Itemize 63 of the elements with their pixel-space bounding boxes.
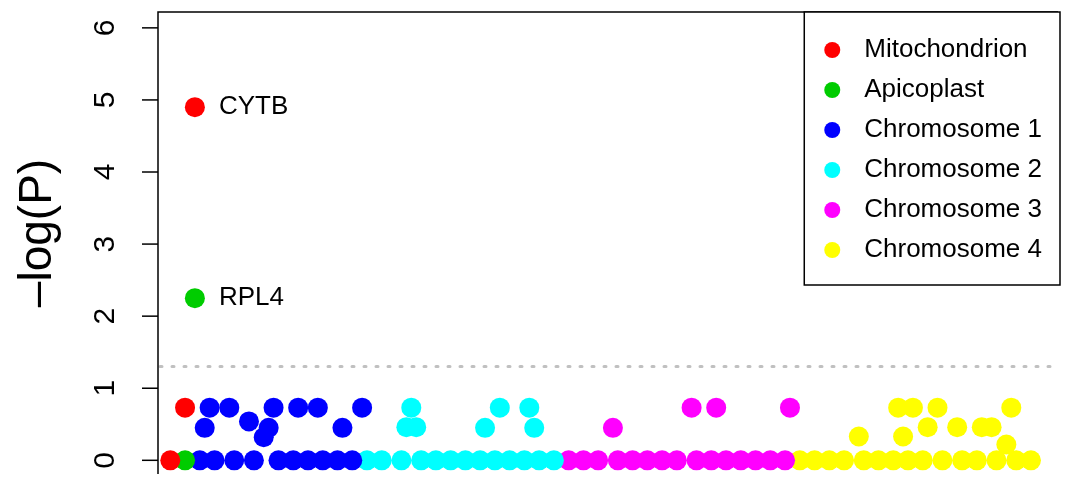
annotation: CYTB xyxy=(218,90,289,121)
point xyxy=(401,397,422,418)
legend-label: Apicoplast xyxy=(864,73,985,104)
point xyxy=(996,434,1017,455)
point xyxy=(912,450,933,471)
point xyxy=(1001,397,1022,418)
y-tick-label: 1 xyxy=(87,379,121,397)
point xyxy=(519,397,540,418)
point xyxy=(184,97,205,118)
legend-label: Chromosome 3 xyxy=(864,193,1042,224)
point xyxy=(160,450,181,471)
point xyxy=(204,450,225,471)
point xyxy=(352,397,373,418)
legend-label: Mitochondrion xyxy=(864,33,1028,64)
point xyxy=(681,397,702,418)
annotation: RPL4 xyxy=(218,281,284,312)
point xyxy=(893,426,914,447)
point xyxy=(243,450,264,471)
point xyxy=(391,450,412,471)
point xyxy=(238,411,259,432)
point xyxy=(779,397,800,418)
y-axis-title: –log(P) xyxy=(8,158,61,308)
point xyxy=(342,450,363,471)
y-tick-label: 6 xyxy=(87,19,121,37)
point xyxy=(902,397,923,418)
point xyxy=(966,450,987,471)
point xyxy=(947,417,968,438)
point xyxy=(932,450,953,471)
point xyxy=(288,397,309,418)
y-tick-label: 2 xyxy=(87,307,121,325)
point xyxy=(475,417,496,438)
point xyxy=(927,397,948,418)
point xyxy=(775,450,796,471)
point xyxy=(332,417,353,438)
point xyxy=(194,417,215,438)
point xyxy=(307,397,328,418)
point xyxy=(1020,450,1041,471)
point xyxy=(666,450,687,471)
point xyxy=(524,417,545,438)
legend-label: Chromosome 4 xyxy=(864,233,1042,264)
y-tick-label: 4 xyxy=(87,163,121,181)
y-tick-label: 3 xyxy=(87,235,121,253)
point xyxy=(371,450,392,471)
y-tick-label: 0 xyxy=(87,451,121,469)
point xyxy=(848,426,869,447)
point xyxy=(258,417,279,438)
point xyxy=(199,397,220,418)
point xyxy=(588,450,609,471)
legend-label: Chromosome 1 xyxy=(864,113,1042,144)
y-tick-label: 5 xyxy=(87,91,121,109)
point xyxy=(543,450,564,471)
point xyxy=(602,417,623,438)
point xyxy=(917,417,938,438)
point xyxy=(184,288,205,309)
legend-label: Chromosome 2 xyxy=(864,153,1042,184)
point xyxy=(175,397,196,418)
point xyxy=(706,397,727,418)
point xyxy=(224,450,245,471)
point xyxy=(986,450,1007,471)
point xyxy=(834,450,855,471)
point xyxy=(219,397,240,418)
point xyxy=(489,397,510,418)
point xyxy=(263,397,284,418)
